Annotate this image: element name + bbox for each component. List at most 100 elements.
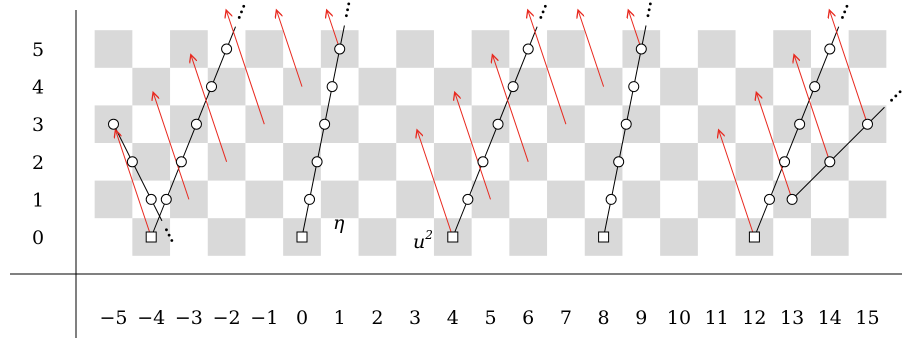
checker-cell <box>848 180 887 219</box>
circle-node <box>462 193 474 205</box>
circle-node <box>786 193 798 205</box>
x-tick-label: 9 <box>635 307 647 329</box>
circle-node <box>190 118 202 130</box>
circle-node <box>620 118 632 130</box>
checker-cell <box>697 30 736 68</box>
checker-cell <box>509 218 548 256</box>
checker-cell <box>433 67 472 106</box>
x-tick-label: −5 <box>99 307 127 329</box>
eta-label: η <box>333 212 345 234</box>
x-tick-label: 12 <box>742 307 766 329</box>
circle-node <box>507 81 519 93</box>
x-tick-label: −4 <box>137 307 165 329</box>
red-arrow <box>794 55 831 162</box>
x-tick-label: 3 <box>409 307 421 329</box>
circle-node <box>319 118 331 130</box>
red-arrow <box>455 92 491 200</box>
continuation-dot <box>646 14 650 18</box>
checker-cell <box>245 30 284 68</box>
circle-node <box>311 156 323 168</box>
checker-cell <box>396 105 434 143</box>
circle-node <box>628 81 640 93</box>
checker-cell <box>622 180 661 219</box>
red-arrow <box>492 55 529 162</box>
x-tick-label: 14 <box>818 307 842 329</box>
checker-cell <box>660 67 698 106</box>
square-node <box>447 231 459 243</box>
continuation-dot <box>240 10 243 14</box>
circle-node <box>824 43 836 55</box>
circle-node <box>108 118 119 130</box>
red-arrow <box>578 10 605 87</box>
square-node <box>748 231 760 243</box>
circle-node <box>824 156 836 168</box>
y-tick-label: 0 <box>32 227 44 249</box>
continuation-dot <box>170 239 174 242</box>
checker-cell <box>735 143 774 181</box>
circle-node <box>635 43 647 55</box>
red-arrow <box>756 92 793 200</box>
checker-cell <box>471 180 510 219</box>
red-arrow <box>226 10 265 125</box>
annotations: η u2 <box>333 212 433 253</box>
continuation-dot <box>890 98 893 102</box>
red-arrow <box>153 92 190 200</box>
checker-cell <box>283 67 321 106</box>
x-tick-label: 2 <box>371 307 383 329</box>
circle-node <box>175 156 187 168</box>
x-tick-label: 6 <box>522 307 534 329</box>
y-tick-label: 1 <box>32 189 44 211</box>
checker-cell <box>358 143 397 181</box>
circle-node <box>862 118 873 130</box>
x-tick-label: 11 <box>705 307 729 329</box>
circle-node <box>522 43 534 55</box>
y-tick-label: 2 <box>32 152 44 174</box>
square-node <box>598 231 610 243</box>
y-tick-label: 3 <box>32 114 44 136</box>
lattice-nodes <box>108 43 873 243</box>
continuation-dot <box>647 8 651 12</box>
checker-cell <box>94 30 133 68</box>
checker-cell <box>660 143 698 181</box>
circle-node <box>334 43 346 55</box>
red-arrow <box>276 10 303 87</box>
continuation-dot <box>898 90 902 94</box>
continuation-dot <box>347 2 351 6</box>
x-tick-label: −2 <box>213 307 241 329</box>
circle-node <box>206 81 218 93</box>
red-arrow <box>115 130 152 238</box>
checker-cell <box>358 218 397 256</box>
checkerboard-background <box>94 30 887 256</box>
x-tick-label: 7 <box>560 307 572 329</box>
checker-cell <box>320 180 359 219</box>
checker-cell <box>660 218 698 256</box>
x-tick-label: 0 <box>296 307 308 329</box>
circle-node <box>809 81 821 93</box>
continuation-dot <box>344 14 348 18</box>
checker-cell <box>94 180 133 219</box>
circle-node <box>145 193 157 205</box>
continuation-dot <box>346 8 349 12</box>
red-arrow <box>327 10 341 50</box>
checker-cell <box>547 30 585 68</box>
square-node <box>296 231 308 243</box>
circle-node <box>492 118 504 130</box>
checker-cell <box>547 180 585 219</box>
checker-cell <box>170 180 208 219</box>
continuation-dot <box>242 4 246 8</box>
x-tick-label: 8 <box>598 307 610 329</box>
circle-node <box>477 156 489 168</box>
checker-cell <box>245 180 284 219</box>
continuation-dot <box>541 10 545 14</box>
checker-cell <box>170 30 208 68</box>
continuation-dot <box>648 2 652 6</box>
checker-cell <box>697 180 736 219</box>
x-tick-label: 10 <box>667 307 691 329</box>
x-tick-label: 4 <box>447 307 459 329</box>
checker-cell <box>207 218 246 256</box>
axes <box>10 10 902 338</box>
circle-node <box>794 118 806 130</box>
x-tick-label: 13 <box>780 307 804 329</box>
